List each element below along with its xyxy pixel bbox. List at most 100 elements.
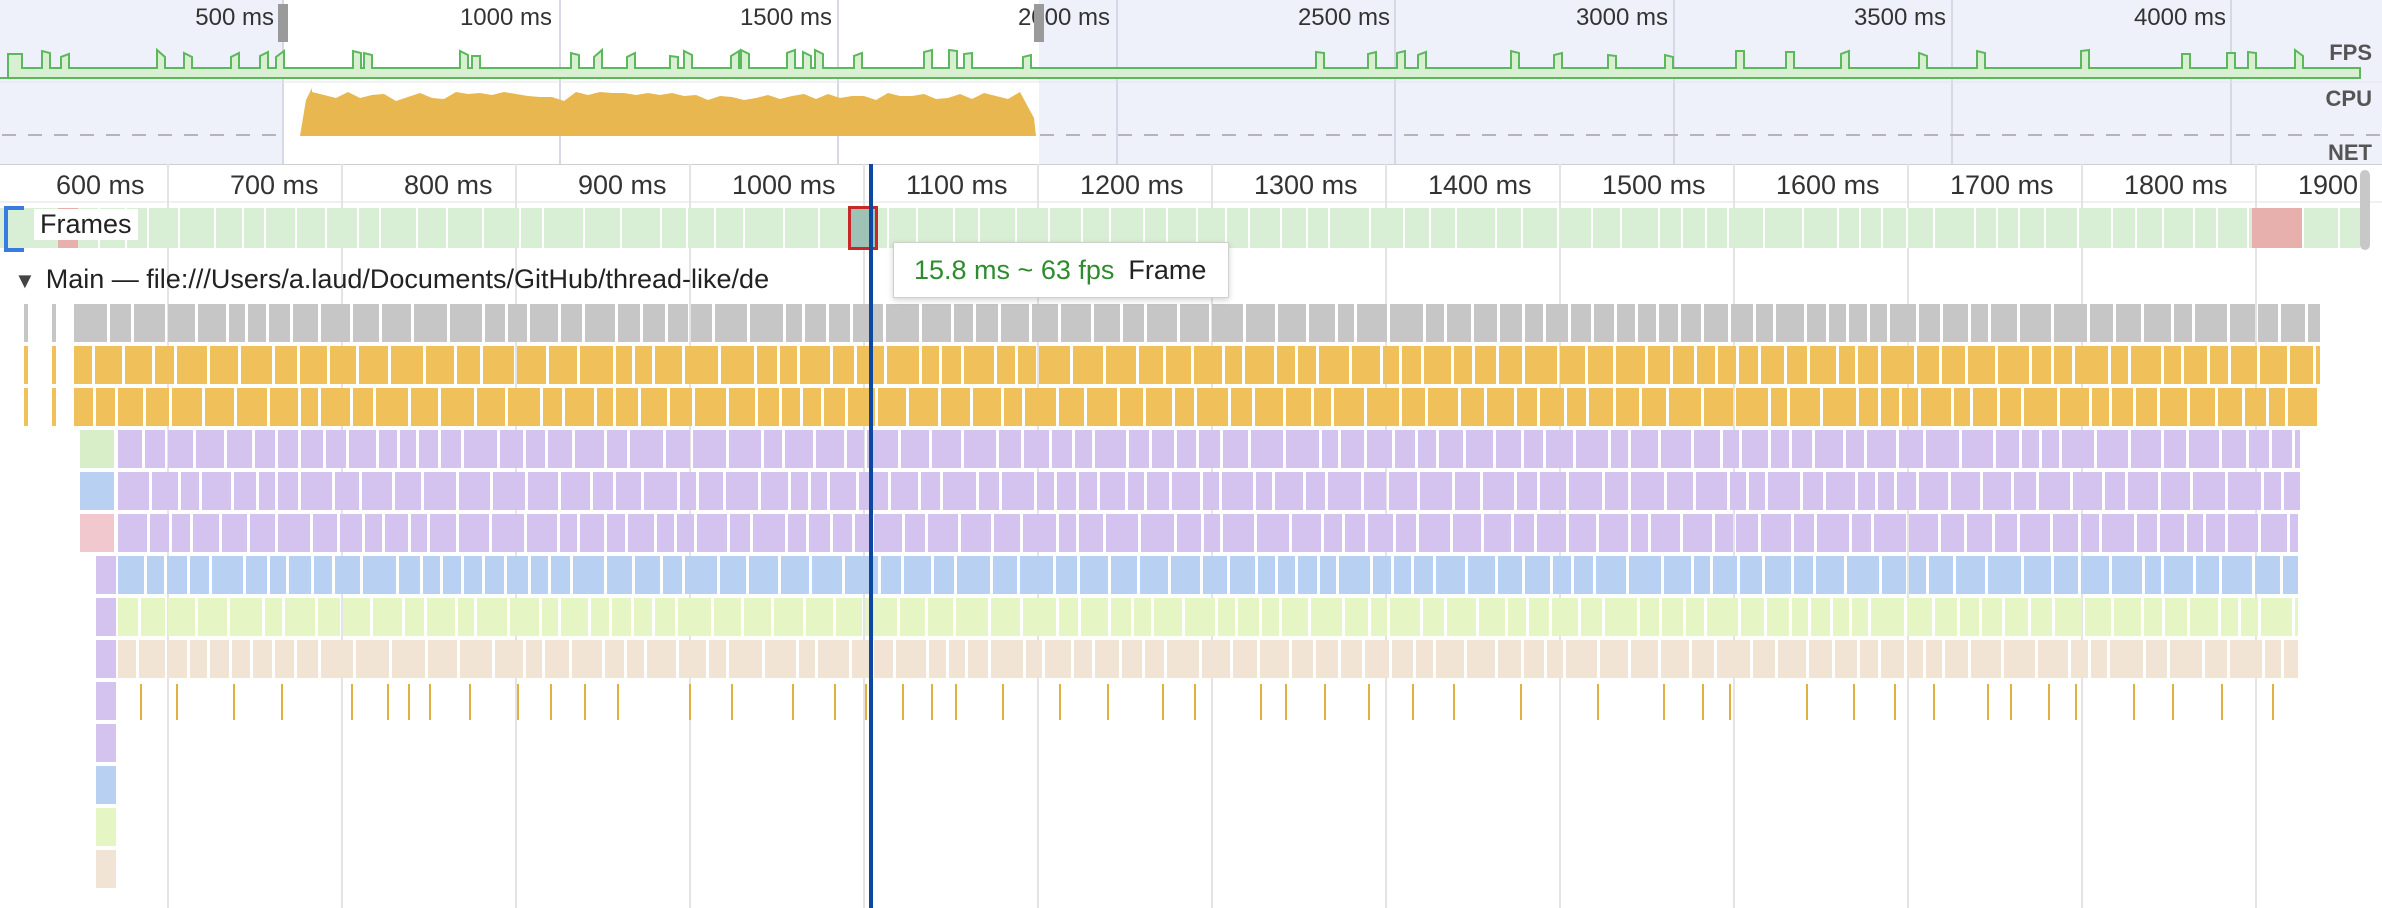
- flame-block: [695, 388, 726, 426]
- flame-block: [1423, 598, 1444, 636]
- flame-block: [999, 430, 1021, 468]
- flame-chart[interactable]: [0, 164, 2382, 908]
- cpu-idle-mark: [2314, 134, 2328, 136]
- timeline-overview[interactable]: 500 ms 1000 ms 1500 ms 2000 ms 2500 ms 3…: [0, 0, 2382, 165]
- flame-block: [1298, 556, 1317, 594]
- flame-block: [229, 304, 245, 342]
- flame-block: [1907, 640, 1923, 678]
- flame-block: [561, 598, 588, 636]
- flame-block: [1238, 598, 1259, 636]
- flame-block: [400, 430, 416, 468]
- flame-block: [289, 556, 311, 594]
- flame-block: [1026, 640, 1042, 678]
- flame-block: [210, 640, 229, 678]
- flame-block: [301, 388, 318, 426]
- flame-block: [1778, 640, 1806, 678]
- flame-block: [791, 472, 808, 510]
- overview-tick-label: 3000 ms: [1575, 4, 1668, 31]
- main-thread-header[interactable]: ▼ Main — file:///Users/a.laud/Documents/G…: [14, 264, 769, 295]
- flame-block: [1524, 430, 1543, 468]
- flame-block: [833, 346, 854, 384]
- flame-block: [1962, 430, 1993, 468]
- flame-block: [1599, 514, 1628, 552]
- flame-block: [146, 388, 169, 426]
- flame-tick: [1520, 684, 1522, 720]
- flame-block: [1713, 556, 1737, 594]
- flame-block: [932, 430, 961, 468]
- flame-block: [1731, 304, 1753, 342]
- flame-block: [2024, 556, 2051, 594]
- flame-block: [2081, 556, 2109, 594]
- flame-block: [2062, 430, 2094, 468]
- flame-block: [1600, 640, 1628, 678]
- flame-block: [1172, 472, 1200, 510]
- flame-tick: [1324, 684, 1326, 720]
- flame-tick: [281, 684, 283, 720]
- flame-block: [2255, 556, 2280, 594]
- selected-frame[interactable]: [848, 206, 878, 250]
- flame-block: [1316, 640, 1338, 678]
- flame-block: [1357, 304, 1387, 342]
- flame-block: [477, 388, 505, 426]
- flame-block: [441, 430, 461, 468]
- vertical-scrollbar-thumb[interactable]: [2360, 170, 2370, 250]
- flame-block: [2000, 388, 2021, 426]
- cpu-idle-mark: [1534, 134, 1548, 136]
- flame-block: [2184, 346, 2207, 384]
- flame-block: [1202, 640, 1230, 678]
- flame-block: [96, 640, 116, 678]
- flame-block: [1402, 346, 1421, 384]
- flame-block: [575, 430, 604, 468]
- selection-right-handle[interactable]: [1034, 4, 1044, 42]
- flame-block: [1956, 556, 1985, 594]
- flame-block: [1447, 304, 1471, 342]
- flame-block: [321, 640, 353, 678]
- flame-block: [1776, 304, 1804, 342]
- frames-track-label[interactable]: Frames: [34, 209, 138, 240]
- selection-left-handle[interactable]: [278, 4, 288, 42]
- flame-block: [1120, 388, 1143, 426]
- flame-block: [300, 346, 327, 384]
- flame-block: [2022, 430, 2039, 468]
- cpu-idle-mark: [2028, 134, 2042, 136]
- flame-block: [809, 514, 830, 552]
- flame-block: [248, 304, 266, 342]
- flame-tick: [1987, 684, 1989, 720]
- flame-block: [1311, 598, 1342, 636]
- flame-block: [485, 556, 504, 594]
- flame-block: [1298, 346, 1316, 384]
- flame-block: [803, 388, 821, 426]
- flame-block: [1204, 514, 1220, 552]
- flame-block: [495, 640, 523, 678]
- fps-graph: [0, 47, 2361, 79]
- overview-tick-label: 1500 ms: [739, 4, 832, 31]
- fps-lane-label: FPS: [2329, 40, 2372, 65]
- flame-block: [2170, 640, 2202, 678]
- flame-block: [580, 346, 613, 384]
- flame-block: [2195, 304, 2227, 342]
- flame-block: [1576, 430, 1608, 468]
- ruler-tick-label: 1000 ms: [732, 170, 836, 200]
- cpu-idle-mark: [28, 134, 42, 136]
- flame-block: [2288, 388, 2317, 426]
- tooltip-fps: 15.8 ms ~ 63 fps: [914, 254, 1115, 285]
- cpu-idle-mark: [132, 134, 146, 136]
- flame-block: [1496, 430, 1521, 468]
- flame-block: [483, 346, 514, 384]
- flame-block: [1233, 640, 1257, 678]
- flame-tick: [584, 684, 586, 720]
- flame-block: [729, 430, 761, 468]
- flame-block: [1525, 346, 1557, 384]
- flame-block: [753, 514, 785, 552]
- flame-block: [1508, 598, 1526, 636]
- flame-block: [852, 640, 871, 678]
- flame-block: [2230, 640, 2262, 678]
- flame-block: [526, 640, 542, 678]
- flame-block: [399, 556, 420, 594]
- flame-block: [2111, 346, 2128, 384]
- flame-block: [2128, 472, 2158, 510]
- flame-block: [1540, 388, 1564, 426]
- flame-block: [881, 556, 901, 594]
- expand-triangle-icon[interactable]: ▼: [14, 268, 36, 293]
- flame-block: [714, 598, 741, 636]
